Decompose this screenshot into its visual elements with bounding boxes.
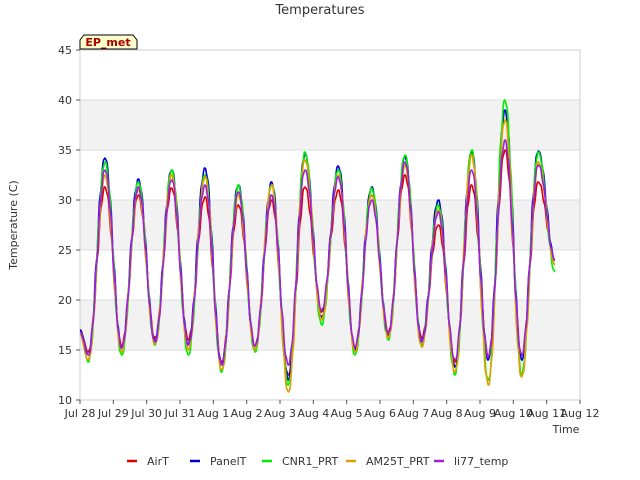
x-tick-label: Aug 6 bbox=[364, 407, 396, 420]
station-label: EP_met bbox=[85, 36, 130, 49]
x-tick-label: Aug 10 bbox=[494, 407, 533, 420]
y-tick-label: 10 bbox=[58, 394, 72, 407]
x-tick-label: Aug 9 bbox=[464, 407, 496, 420]
y-tick-label: 30 bbox=[58, 194, 72, 207]
grid-band bbox=[80, 300, 580, 350]
x-tick-label: Jul 30 bbox=[130, 407, 162, 420]
legend: AirT PanelT CNR1_PRT AM25T_PRT li77_temp bbox=[127, 455, 508, 468]
legend-label: AirT bbox=[147, 455, 169, 468]
plot-area-frame bbox=[79, 49, 581, 401]
x-tick-label: Aug 2 bbox=[231, 407, 263, 420]
station-label-box: EP_met bbox=[79, 34, 138, 50]
x-tick-label: Aug 11 bbox=[527, 407, 566, 420]
y-axis-label: Temperature (C) bbox=[7, 180, 20, 270]
y-tick-label: 25 bbox=[58, 244, 72, 257]
y-tick-label: 35 bbox=[58, 144, 72, 157]
y-tick-label: 40 bbox=[58, 94, 72, 107]
legend-label: AM25T_PRT bbox=[366, 455, 430, 468]
chart-title: Temperatures bbox=[274, 3, 364, 18]
y-tick-label: 20 bbox=[58, 294, 72, 307]
series-lines bbox=[79, 99, 556, 393]
y-tick-label: 45 bbox=[58, 44, 72, 57]
y-axis: 10 15 20 25 30 35 40 45 bbox=[58, 44, 80, 407]
station-label-background bbox=[79, 34, 138, 50]
x-tick-label: Jul 28 bbox=[64, 407, 96, 420]
x-tick-label: Jul 31 bbox=[164, 407, 196, 420]
x-tick-label: Aug 3 bbox=[264, 407, 296, 420]
legend-label: CNR1_PRT bbox=[282, 455, 339, 468]
legend-label: PanelT bbox=[210, 455, 247, 468]
grid-band bbox=[80, 100, 580, 150]
y-tick-label: 15 bbox=[58, 344, 72, 357]
x-axis-label: Time bbox=[552, 423, 580, 436]
x-tick-label: Aug 1 bbox=[197, 407, 229, 420]
x-tick-label: Aug 4 bbox=[297, 407, 329, 420]
x-tick-label: Jul 29 bbox=[97, 407, 129, 420]
x-tick-label: Aug 5 bbox=[331, 407, 363, 420]
legend-label: li77_temp bbox=[454, 455, 508, 468]
series-line-li77-temp bbox=[79, 139, 556, 366]
x-tick-label: Aug 8 bbox=[431, 407, 463, 420]
x-tick-label: Aug 12 bbox=[561, 407, 600, 420]
x-tick-label: Aug 7 bbox=[397, 407, 429, 420]
